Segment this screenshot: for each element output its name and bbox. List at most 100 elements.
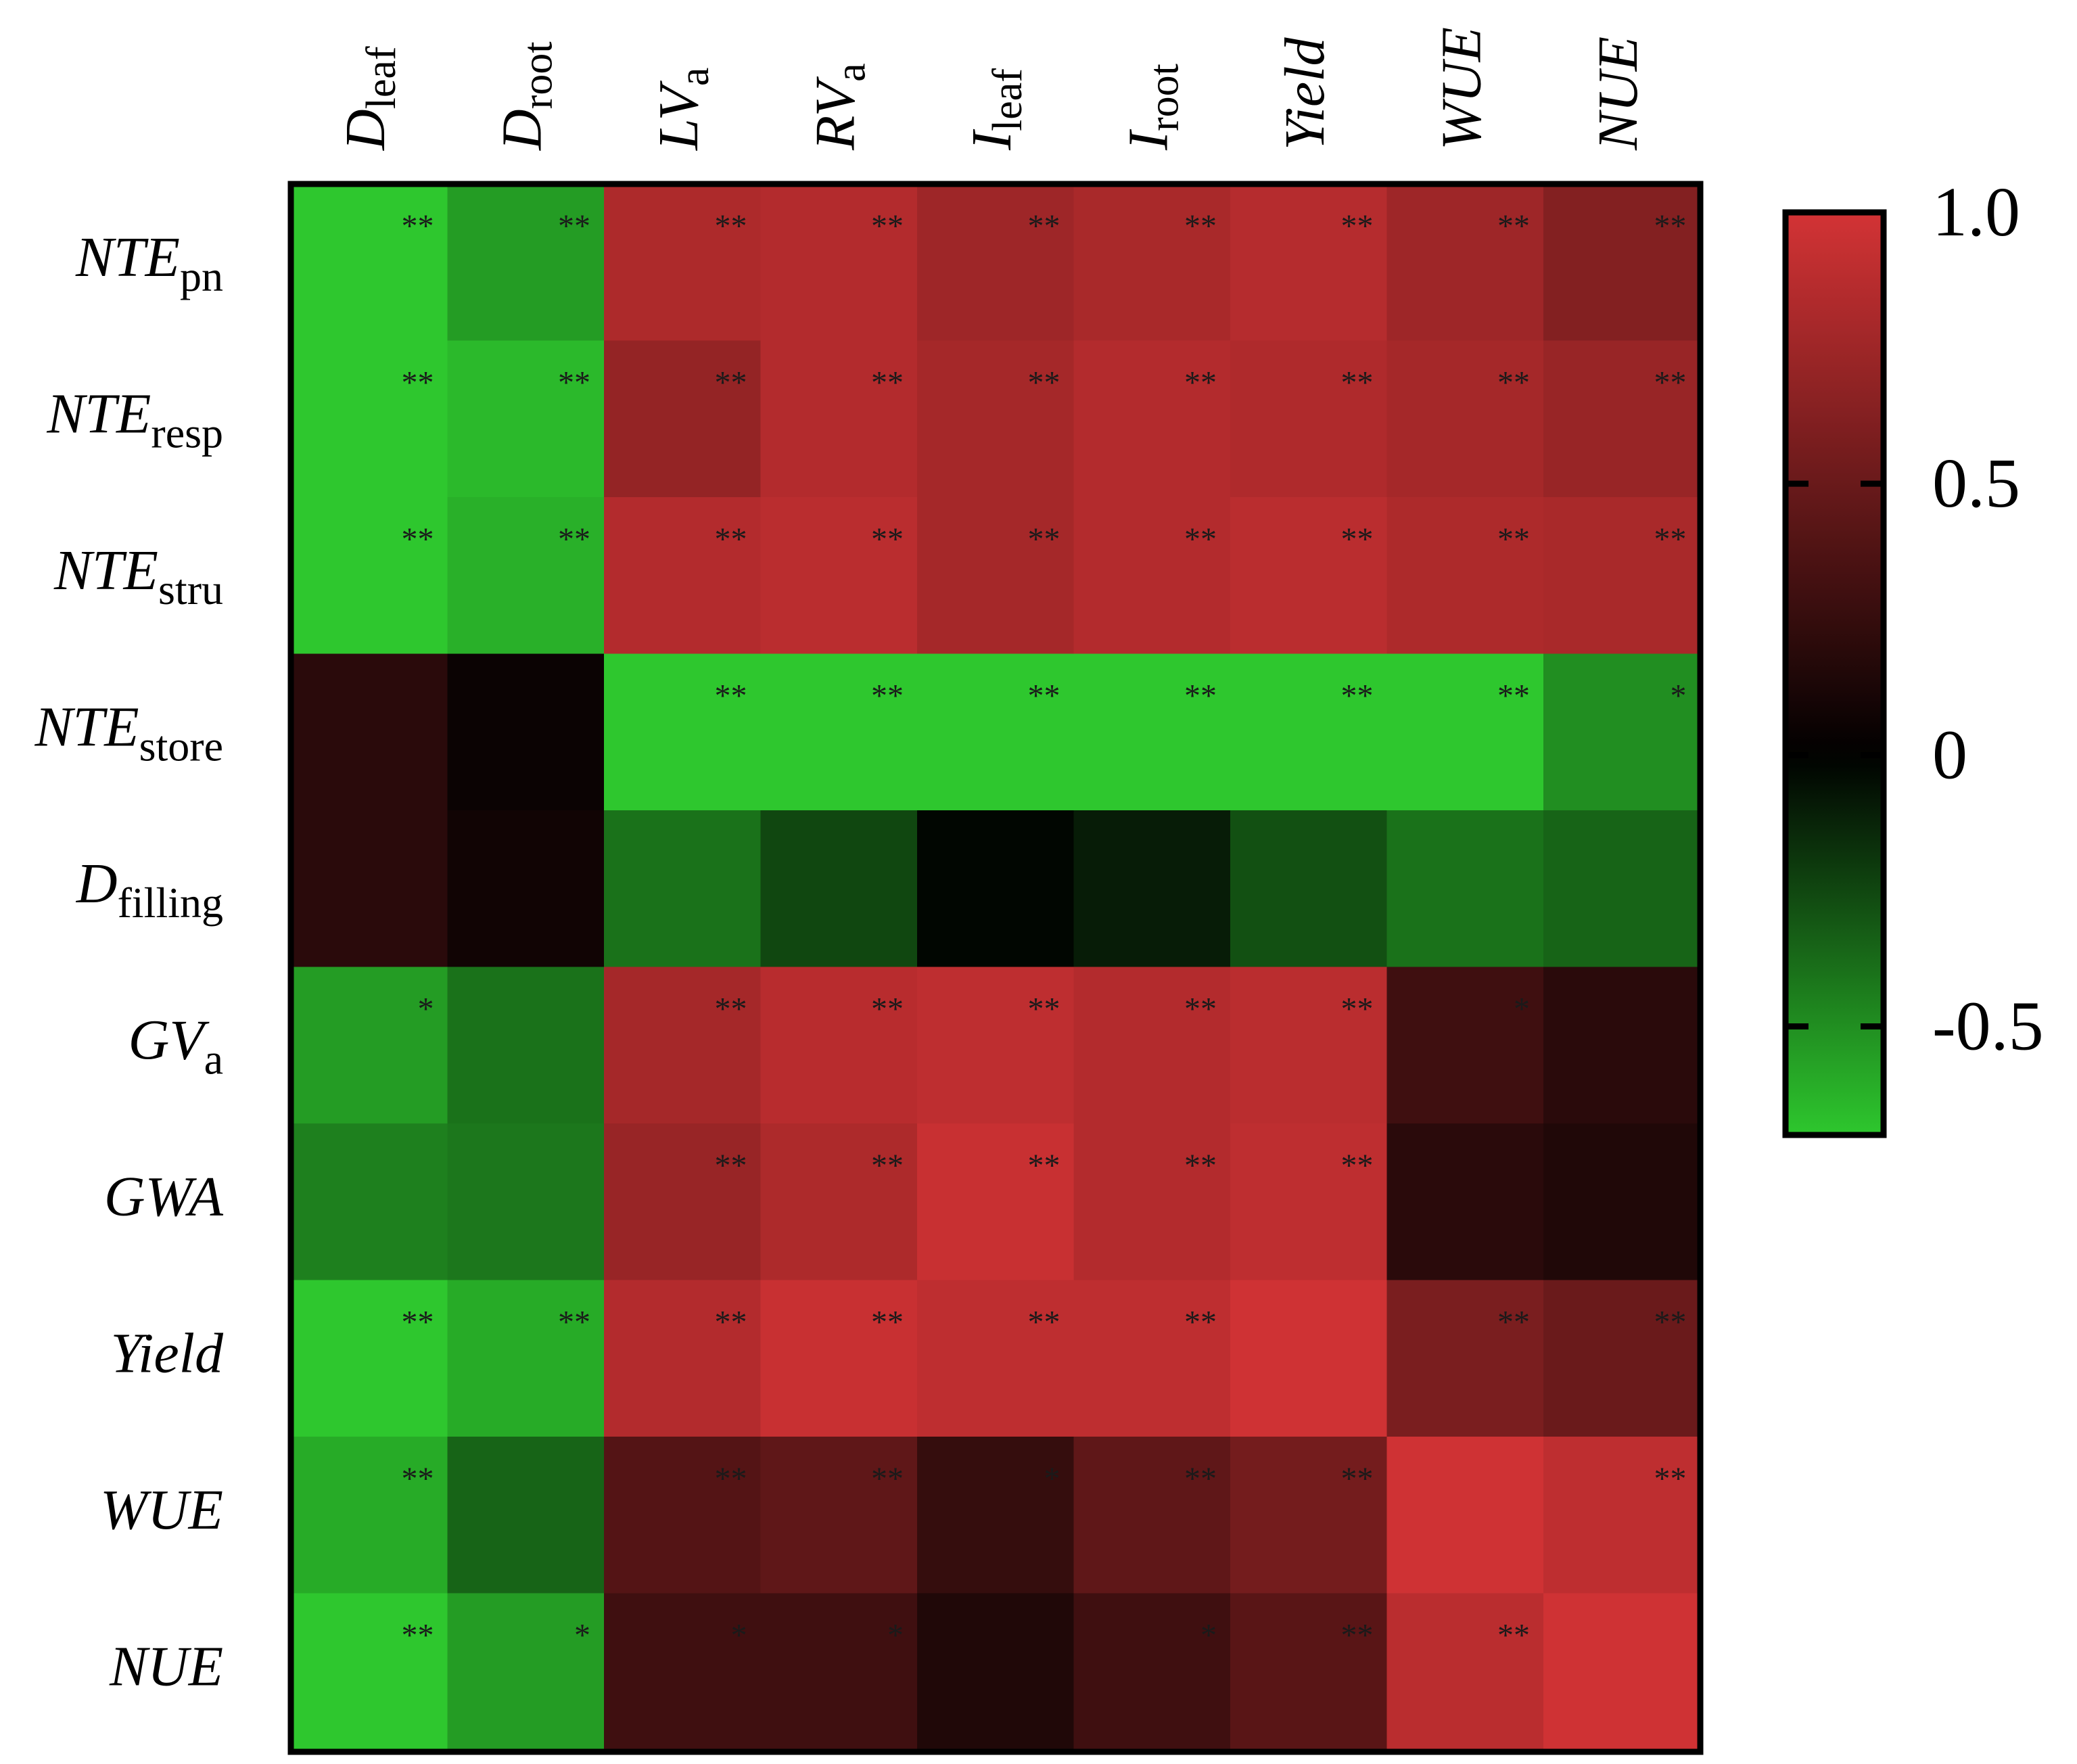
heatmap-cell — [1543, 340, 1701, 498]
heatmap-cell — [1073, 1437, 1231, 1594]
significance-marker: ** — [871, 1305, 904, 1341]
heatmap-cell — [604, 1280, 762, 1437]
heatmap-cell — [1230, 653, 1388, 811]
heatmap-frame — [287, 181, 1704, 1755]
significance-marker: ** — [1028, 365, 1060, 401]
significance-marker: * — [1671, 678, 1687, 714]
heatmap-cell — [760, 497, 918, 655]
heatmap-cell — [1230, 967, 1388, 1124]
row-label: NUE — [109, 1635, 223, 1698]
heatmap-cell — [1543, 497, 1701, 655]
heatmap-cell — [760, 1437, 918, 1594]
significance-marker: ** — [715, 208, 747, 244]
row-label: NTEstore — [34, 695, 223, 770]
heatmap-cell — [1073, 497, 1231, 655]
significance-marker: ** — [871, 678, 904, 714]
significance-marker: ** — [1341, 678, 1374, 714]
heatmap-cell — [1230, 1123, 1388, 1281]
significance-marker: * — [418, 992, 434, 1027]
heatmap-cell — [1230, 810, 1388, 968]
significance-marker: * — [1044, 1461, 1060, 1497]
significance-marker: ** — [402, 521, 434, 557]
column-label: Dleaf — [334, 46, 404, 151]
significance-marker: ** — [558, 208, 590, 244]
significance-marker: ** — [1497, 678, 1530, 714]
significance-marker: ** — [1184, 1148, 1217, 1184]
significance-marker: ** — [715, 992, 747, 1027]
column-labels: Dleaf Droot LVa RVa Ileaf Iroot Yield WUE NUE — [334, 27, 1650, 151]
heatmap-cell — [291, 1437, 448, 1594]
significance-marker: ** — [558, 1305, 590, 1341]
heatmap-cell — [1073, 1280, 1231, 1437]
heatmap-cell — [760, 184, 918, 342]
row-label: WUE — [100, 1479, 223, 1541]
heatmap-cell — [1543, 1123, 1701, 1281]
heatmap-cell — [604, 184, 762, 342]
significance-marker: ** — [1341, 208, 1374, 244]
heatmap-cell — [1386, 340, 1544, 498]
significance-marker: ** — [1497, 208, 1530, 244]
significance-marker: ** — [1654, 521, 1687, 557]
significance-marker: ** — [1341, 992, 1374, 1027]
colorbar-tick-label: 0.5 — [1932, 444, 2020, 522]
significance-marker: ** — [871, 365, 904, 401]
significance-marker: ** — [871, 1148, 904, 1184]
heatmap-cell — [1230, 340, 1388, 498]
column-label: Yield — [1274, 37, 1336, 150]
row-label: Yield — [111, 1322, 224, 1385]
heatmap-cells — [291, 184, 1701, 1750]
heatmap-cell — [1073, 967, 1231, 1124]
significance-marker: ** — [871, 208, 904, 244]
heatmap-cell — [604, 1123, 762, 1281]
heatmap-cell — [447, 1437, 605, 1594]
heatmap-cell — [917, 1593, 1075, 1750]
heatmap-cell — [917, 1280, 1075, 1437]
heatmap-cell — [291, 1123, 448, 1281]
heatmap-cell — [1230, 1280, 1388, 1437]
row-label: NTEstru — [53, 539, 223, 613]
significance-marker: ** — [871, 1461, 904, 1497]
significance-marker: ** — [715, 1305, 747, 1341]
significance-marker: ** — [402, 1461, 434, 1497]
heatmap-cell — [1386, 184, 1544, 342]
column-label: Droot — [490, 41, 561, 151]
heatmap-cell — [291, 340, 448, 498]
significance-marker: ** — [1028, 678, 1060, 714]
column-label: Ileaf — [960, 68, 1031, 151]
heatmap-cell — [1386, 1437, 1544, 1594]
heatmap-cell — [917, 1123, 1075, 1281]
heatmap-cell — [447, 340, 605, 498]
colorbar-tick-label: -0.5 — [1932, 988, 2044, 1065]
heatmap-cell — [604, 340, 762, 498]
heatmap-cell — [1543, 1593, 1701, 1750]
heatmap-cell — [447, 1280, 605, 1437]
heatmap-cell — [291, 653, 448, 811]
heatmap-cell — [1073, 810, 1231, 968]
heatmap-cell — [917, 340, 1075, 498]
significance-marker: ** — [1654, 1305, 1687, 1341]
heatmap-cell — [291, 497, 448, 655]
column-label: NUE — [1587, 37, 1650, 151]
significance-marker: ** — [1184, 365, 1217, 401]
significance-marker: ** — [1497, 1305, 1530, 1341]
significance-marker: ** — [402, 365, 434, 401]
colorbar-tick-label: 1.0 — [1932, 173, 2020, 251]
heatmap-cell — [1073, 340, 1231, 498]
significance-marker: ** — [1184, 1305, 1217, 1341]
heatmap-cell — [604, 1593, 762, 1750]
row-label: Dfilling — [76, 852, 223, 927]
significance-marker: ** — [1341, 521, 1374, 557]
significance-marker: ** — [1028, 1305, 1060, 1341]
row-labels: NTEpn NTEresp NTEstru NTEstore Dfilling GVa GW… — [34, 226, 224, 1698]
significance-marker: ** — [1184, 678, 1217, 714]
significance-marker: ** — [1028, 208, 1060, 244]
significance-marker: ** — [558, 521, 590, 557]
heatmap-cell — [1543, 967, 1701, 1124]
heatmap-cell — [917, 967, 1075, 1124]
heatmap-cell — [291, 967, 448, 1124]
heatmap-cell — [1230, 497, 1388, 655]
heatmap-cell — [917, 810, 1075, 968]
heatmap-cell — [604, 653, 762, 811]
column-label: Iroot — [1117, 64, 1187, 151]
